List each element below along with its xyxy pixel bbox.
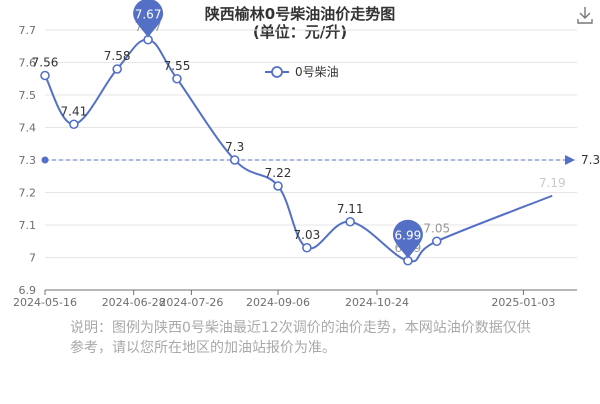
data-label: 7.22 — [265, 166, 292, 180]
data-point — [229, 155, 240, 165]
chart-title: 陕西榆林0号柴油油价走势图 — [205, 5, 395, 23]
x-tick-label: 2024-06-28 — [102, 296, 166, 309]
download-button[interactable] — [574, 4, 596, 26]
data-label: 7.56 — [32, 56, 59, 70]
download-icon — [577, 7, 593, 24]
data-point — [112, 64, 122, 74]
mark-point-label: 7.67 — [135, 7, 162, 21]
mark-point-pin — [392, 219, 423, 259]
x-tick-label: 2024-05-16 — [13, 296, 77, 309]
data-label: 7.41 — [61, 104, 88, 118]
data-point — [40, 70, 50, 81]
y-tick-label: 6.9 — [19, 284, 37, 297]
data-point — [302, 242, 312, 253]
mark-point-pin — [133, 0, 164, 38]
y-tick-label: 7.3 — [19, 154, 37, 167]
data-label: 7.03 — [294, 228, 321, 242]
data-point — [172, 73, 182, 84]
data-point — [431, 236, 442, 247]
data-label: 7.19 — [539, 176, 566, 190]
y-tick-label: 7.1 — [19, 219, 37, 232]
chart-note: 说明：图例为陕西0号柴油最近12次调价的油价走势，本网站油价数据仅供参考，请以您… — [70, 320, 531, 356]
data-point — [273, 181, 283, 191]
data-point — [345, 216, 355, 227]
x-tick-label: 2024-07-26 — [159, 296, 223, 309]
legend-marker — [271, 66, 283, 78]
x-tick-label: 2025-01-03 — [491, 296, 555, 309]
data-label: 7.58 — [104, 49, 131, 63]
data-label: 7.11 — [337, 202, 364, 216]
avg-line-arrow — [565, 155, 575, 165]
data-label: 7.05 — [423, 221, 450, 235]
avg-line-label: 7.3 — [581, 153, 600, 167]
chart-subtitle: (单位：元/升) — [253, 23, 347, 41]
x-tick-label: 2024-10-24 — [345, 296, 409, 309]
series-line-0 — [44, 38, 553, 263]
y-tick-label: 7.5 — [19, 89, 37, 102]
data-point — [69, 119, 79, 130]
y-tick-label: 7.7 — [19, 24, 37, 37]
y-tick-label: 7.4 — [19, 122, 37, 135]
legend-label: 0号柴油 — [295, 65, 339, 79]
y-tick-label: 7.2 — [19, 187, 37, 200]
mark-point-label: 6.99 — [395, 228, 422, 242]
x-tick-label: 2024-09-06 — [246, 296, 310, 309]
data-label: 7.3 — [225, 140, 244, 154]
data-label: 7.55 — [164, 59, 191, 73]
y-tick-label: 7.6 — [19, 57, 37, 70]
y-tick-label: 7 — [29, 252, 36, 265]
